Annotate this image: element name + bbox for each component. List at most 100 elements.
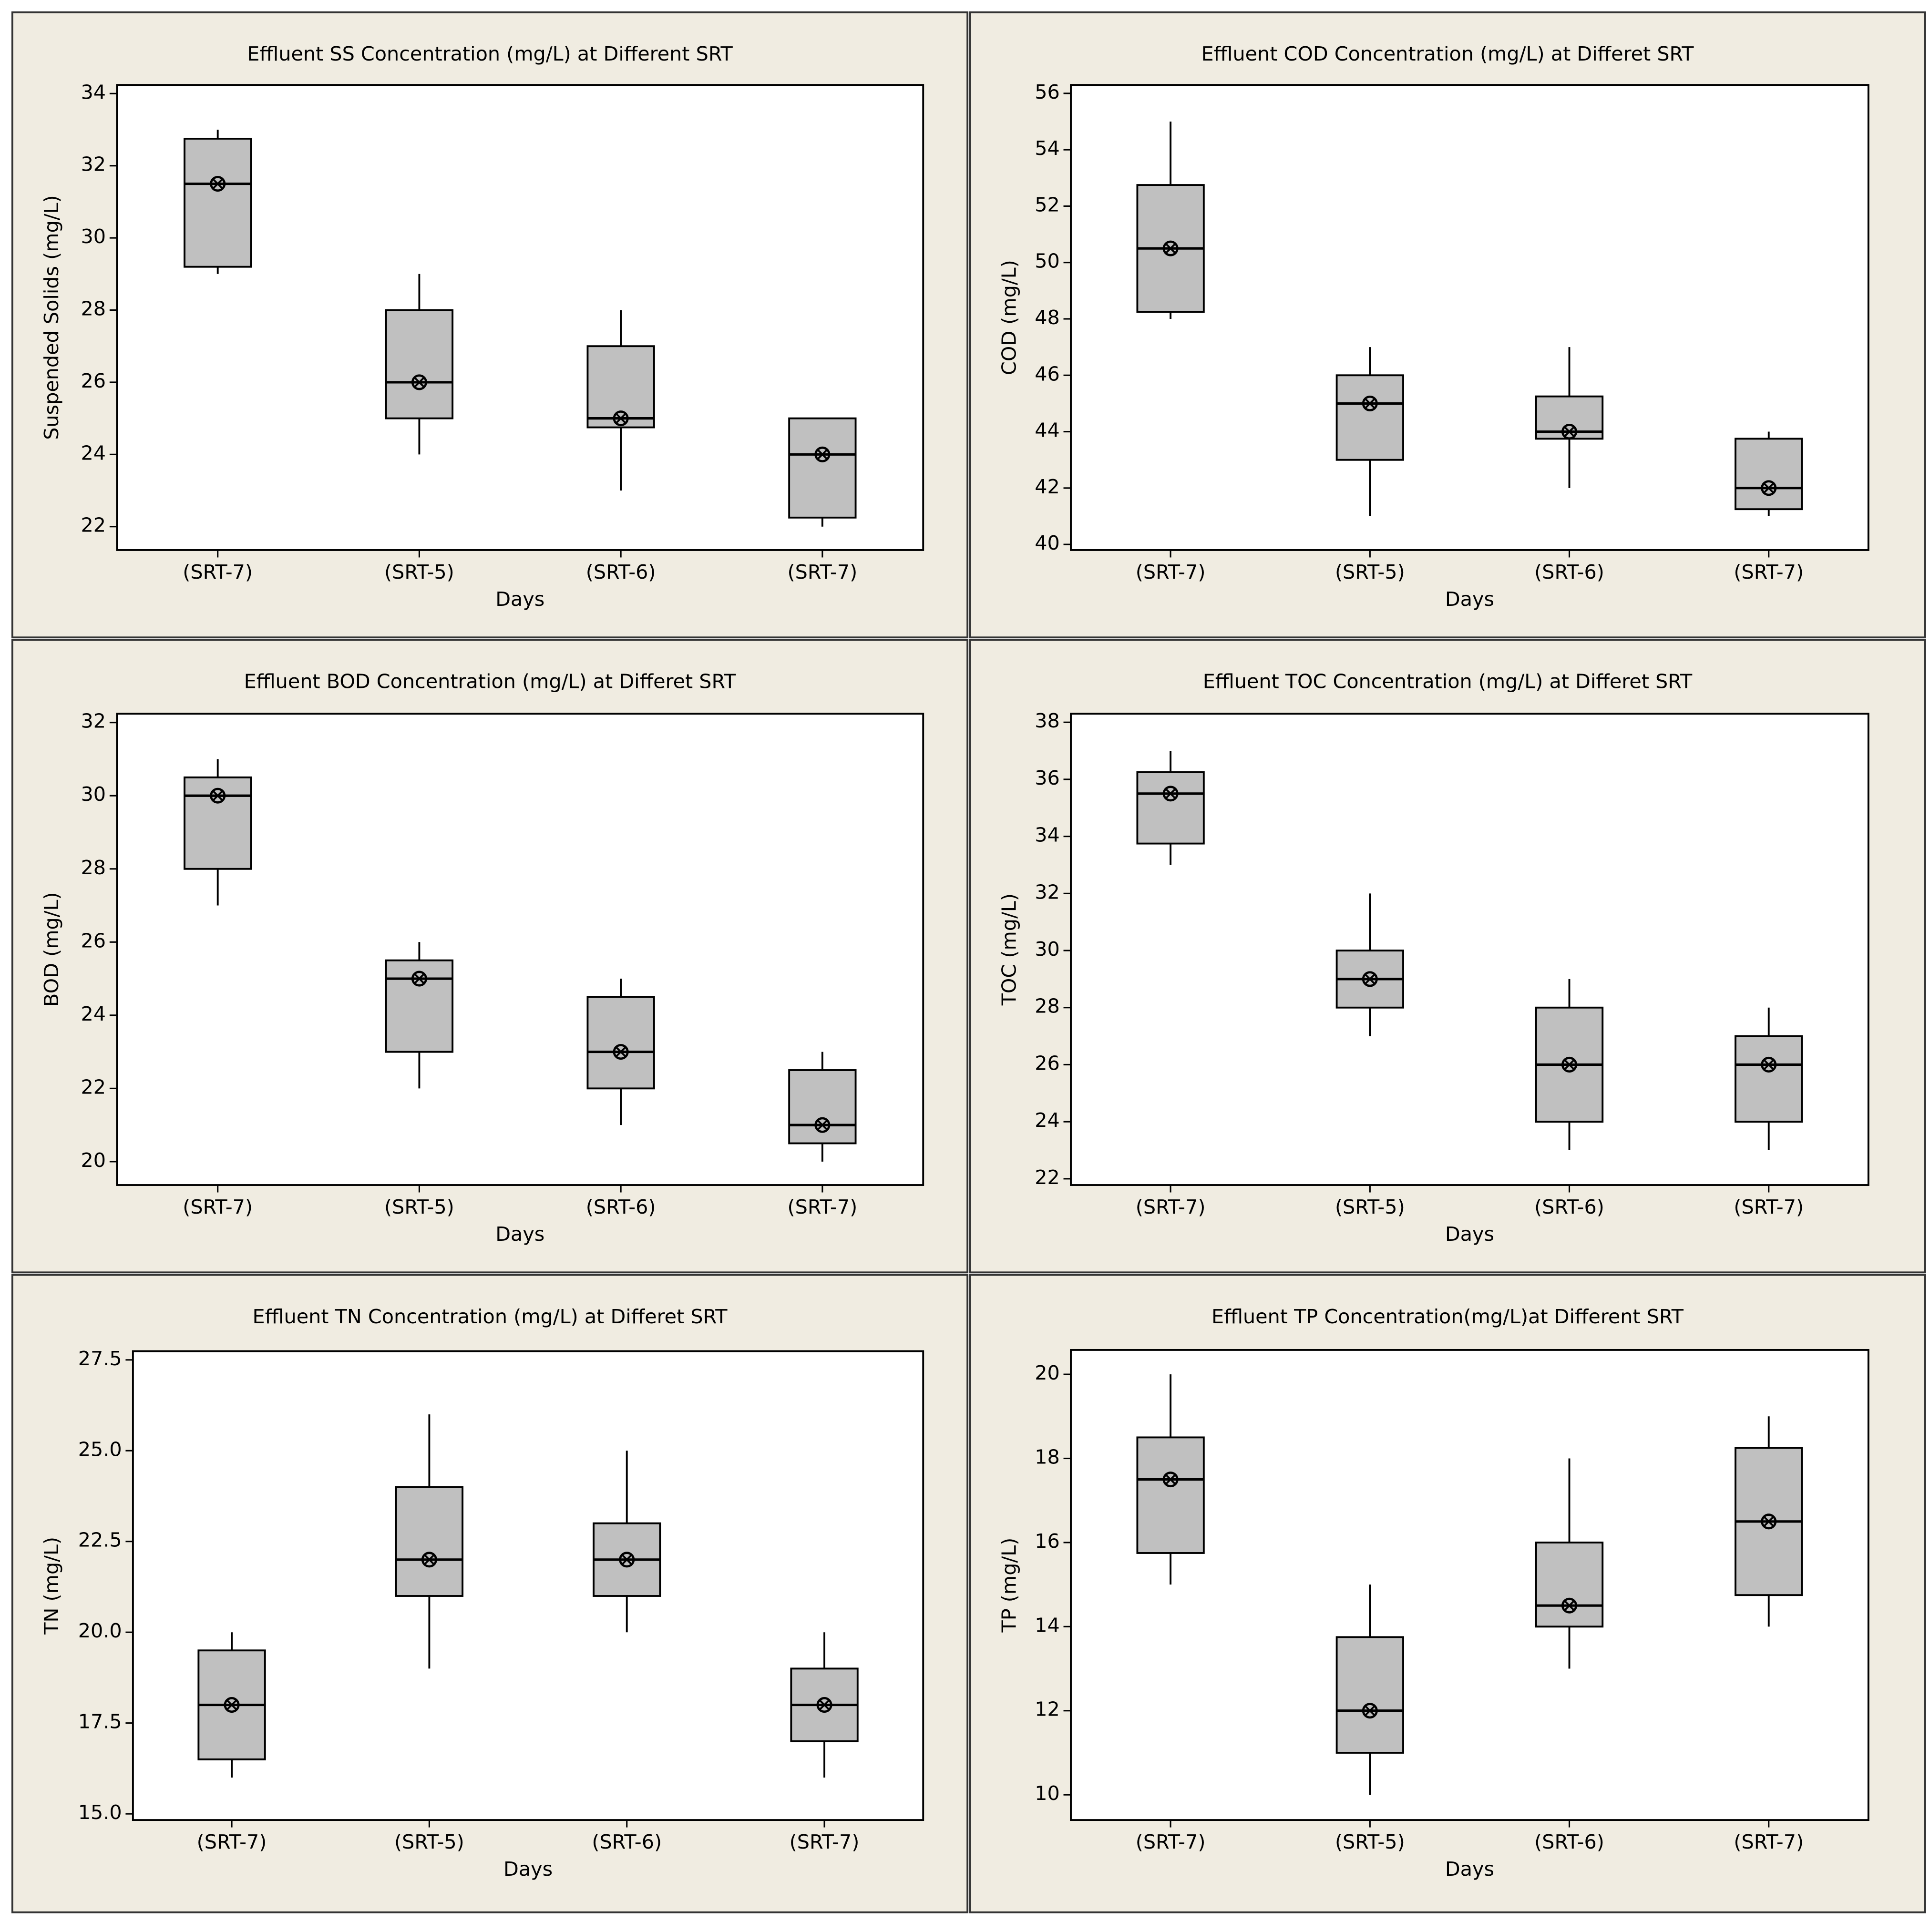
y-tick-label: 56 xyxy=(1035,81,1060,103)
mean-cross xyxy=(1365,398,1376,409)
mean-cross xyxy=(1763,1059,1774,1070)
mean-cross xyxy=(817,1119,828,1131)
mean-cross xyxy=(212,790,223,801)
x-tick-label: (SRT-7) xyxy=(197,1830,267,1853)
y-tick-label: 32 xyxy=(81,710,106,733)
chart-title: Effluent TN Concentration (mg/L) at Diff… xyxy=(253,1305,728,1328)
box xyxy=(1535,1541,1604,1628)
y-tick-label: 48 xyxy=(1035,306,1060,329)
x-tick-label: (SRT-7) xyxy=(183,561,253,583)
y-tick-label: 20 xyxy=(1035,1361,1060,1384)
box xyxy=(1136,771,1205,845)
mean-marker xyxy=(619,1552,635,1568)
x-tick-label: (SRT-7) xyxy=(1136,1196,1206,1218)
y-tick-label: 24 xyxy=(81,441,106,464)
y-axis-label: BOD (mg/L) xyxy=(40,892,63,1007)
mean-marker xyxy=(210,176,226,192)
mean-marker xyxy=(1561,424,1578,440)
mean-marker xyxy=(210,787,226,804)
mean-marker xyxy=(1761,1513,1777,1530)
x-tick-label: (SRT-5) xyxy=(384,561,454,583)
y-tick-label: 30 xyxy=(81,225,106,248)
mean-cross xyxy=(1165,1474,1176,1485)
mean-circle xyxy=(411,374,427,390)
mean-cross xyxy=(414,377,425,388)
mean-cross xyxy=(1763,1516,1774,1527)
mean-marker xyxy=(411,971,427,987)
y-tick-label: 30 xyxy=(81,783,106,806)
y-tick-label: 16 xyxy=(1035,1530,1060,1553)
y-tick-label: 50 xyxy=(1035,250,1060,273)
mean-cross xyxy=(1165,788,1176,799)
y-tick-label: 22 xyxy=(81,514,106,537)
mean-marker xyxy=(1162,786,1179,802)
y-tick-label: 30 xyxy=(1035,938,1060,961)
x-tick-label: (SRT-6) xyxy=(1534,1196,1604,1218)
mean-circle xyxy=(814,1117,831,1133)
mean-marker xyxy=(1761,480,1777,496)
x-axis-label: Days xyxy=(503,1858,553,1881)
x-tick-label: (SRT-7) xyxy=(1734,561,1804,583)
y-tick-label: 28 xyxy=(81,856,106,879)
x-tick-label: (SRT-7) xyxy=(183,1196,253,1218)
mean-circle xyxy=(1761,480,1777,496)
y-tick-label: 24 xyxy=(81,1002,106,1025)
y-axis-label: COD (mg/L) xyxy=(998,260,1021,375)
box xyxy=(1735,438,1803,511)
y-tick-label: 27.5 xyxy=(78,1347,122,1370)
mean-circle xyxy=(210,176,226,192)
mean-cross xyxy=(212,178,223,189)
y-tick-label: 14 xyxy=(1035,1614,1060,1636)
mean-marker xyxy=(1362,971,1378,987)
box xyxy=(184,137,252,268)
mean-circle xyxy=(1761,1056,1777,1073)
mean-circle xyxy=(613,410,629,427)
y-tick-label: 34 xyxy=(81,81,106,103)
x-tick-label: (SRT-7) xyxy=(790,1830,860,1853)
mean-marker xyxy=(1162,1472,1179,1488)
y-tick-label: 25.0 xyxy=(78,1438,122,1461)
plot-area xyxy=(1070,1349,1869,1821)
mean-cross xyxy=(1564,1600,1575,1611)
y-tick-label: 22.5 xyxy=(78,1529,122,1552)
chart-title: Effluent TP Concentration(mg/L)at Differ… xyxy=(1211,1305,1684,1328)
y-axis-label: TN (mg/L) xyxy=(40,1537,63,1635)
x-axis-label: Days xyxy=(1445,1858,1494,1881)
y-tick-label: 22 xyxy=(81,1075,106,1098)
chart-title: Effluent COD Concentration (mg/L) at Dif… xyxy=(1201,42,1694,65)
box xyxy=(586,345,655,429)
box xyxy=(395,1486,464,1597)
box xyxy=(788,417,857,519)
x-tick-label: (SRT-7) xyxy=(787,1196,857,1218)
mean-cross xyxy=(819,1699,830,1710)
y-tick-label: 26 xyxy=(1035,1052,1060,1074)
mean-marker xyxy=(1362,1703,1378,1719)
mean-circle xyxy=(1362,395,1378,411)
mean-circle xyxy=(613,1044,629,1060)
mean-marker xyxy=(613,1044,629,1060)
x-tick-label: (SRT-6) xyxy=(1534,1830,1604,1853)
mean-cross xyxy=(424,1554,435,1565)
mean-cross xyxy=(1165,243,1176,254)
chart-title: Effluent SS Concentration (mg/L) at Diff… xyxy=(247,42,733,65)
mean-marker xyxy=(1162,240,1179,256)
y-tick-label: 26 xyxy=(81,929,106,952)
mean-marker xyxy=(1362,395,1378,411)
x-tick-label: (SRT-5) xyxy=(394,1830,464,1853)
y-tick-label: 15.0 xyxy=(78,1801,122,1824)
y-tick-label: 40 xyxy=(1035,532,1060,554)
x-tick-label: (SRT-5) xyxy=(1335,561,1405,583)
mean-circle xyxy=(1561,424,1578,440)
mean-circle xyxy=(1761,1513,1777,1530)
mean-circle xyxy=(1162,786,1179,802)
mean-cross xyxy=(226,1699,237,1710)
mean-cross xyxy=(1763,482,1774,494)
x-tick-label: (SRT-6) xyxy=(586,561,656,583)
mean-cross xyxy=(621,1554,632,1565)
y-tick-label: 24 xyxy=(1035,1109,1060,1132)
x-tick-label: (SRT-7) xyxy=(1734,1830,1804,1853)
mean-marker xyxy=(421,1552,437,1568)
mean-circle xyxy=(619,1552,635,1568)
mean-cross xyxy=(817,449,828,460)
y-tick-label: 54 xyxy=(1035,137,1060,160)
